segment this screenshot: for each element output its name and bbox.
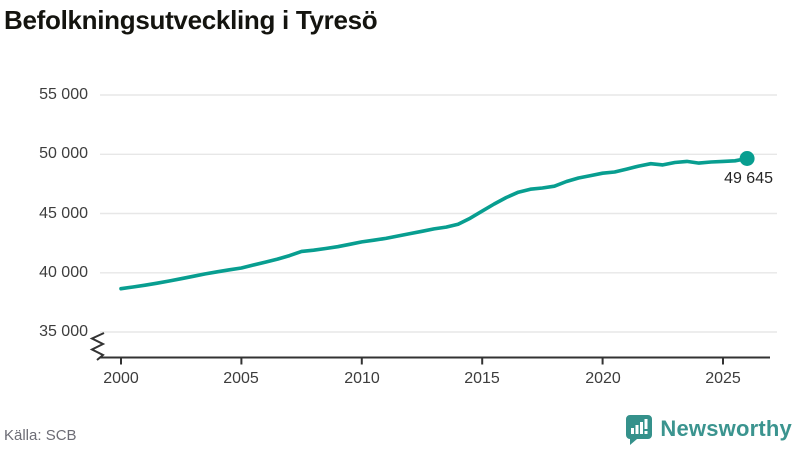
newsworthy-logo: Newsworthy [625, 413, 792, 445]
y-tick-label: 40 000 [39, 264, 88, 281]
x-tick-label: 2015 [464, 370, 500, 387]
y-tick-label: 45 000 [39, 205, 88, 222]
newsworthy-logo-text: Newsworthy [660, 416, 792, 441]
population-line [119, 156, 749, 291]
endpoint-dot [739, 151, 755, 166]
endpoint-value-label: 49 645 [724, 170, 773, 187]
axis-break-icon [89, 332, 106, 361]
x-tick-label: 2000 [103, 370, 139, 387]
x-tick-label: 2005 [223, 370, 259, 387]
source-note: Källa: SCB [4, 427, 77, 444]
newsworthy-logo-icon [625, 414, 653, 445]
x-tick-label: 2025 [705, 370, 741, 387]
chart-title: Befolkningsutveckling i Tyresö [4, 5, 378, 35]
x-tick-label: 2010 [344, 370, 380, 387]
y-tick-label: 50 000 [39, 145, 88, 162]
x-tick-label: 2020 [585, 370, 621, 387]
y-tick-label: 35 000 [39, 323, 88, 340]
y-tick-label: 55 000 [39, 86, 88, 103]
